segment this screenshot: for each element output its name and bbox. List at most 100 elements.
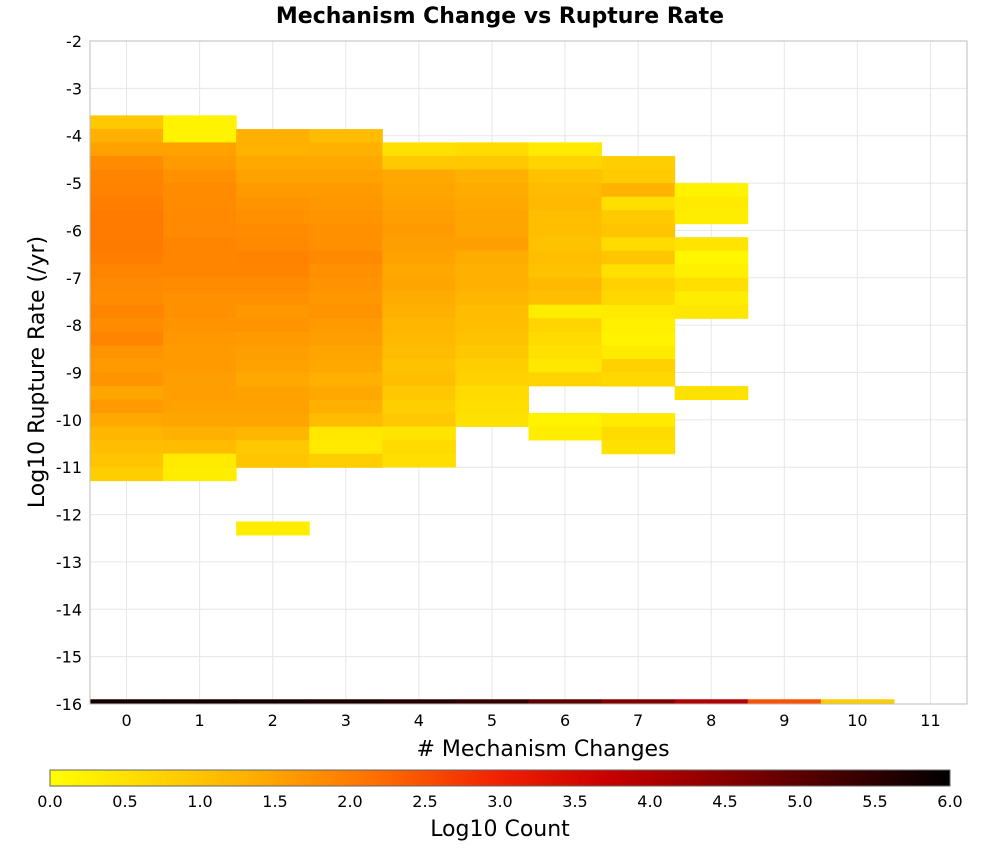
heatmap-cell <box>309 183 383 198</box>
heatmap-cell <box>382 331 456 346</box>
heatmap-cell <box>528 155 603 170</box>
heatmap-cell <box>236 250 310 265</box>
colorbar-tick-label: 6.0 <box>937 792 962 811</box>
heatmap-cell <box>90 128 164 143</box>
heatmap-cell <box>236 142 310 157</box>
heatmap-cell <box>382 412 456 427</box>
heatmap-cell <box>455 169 529 184</box>
colorbar <box>49 769 951 787</box>
heatmap-cell <box>309 196 383 211</box>
heatmap-cell <box>309 453 383 468</box>
y-tick-label: -16 <box>56 695 82 714</box>
heatmap-cell <box>455 155 529 170</box>
heatmap-cell <box>455 223 529 238</box>
y-tick-label: -12 <box>56 506 82 525</box>
heatmap-cell <box>601 277 676 292</box>
heatmap-cell <box>455 345 529 360</box>
colorbar-tick-label: 5.5 <box>862 792 887 811</box>
colorbar-label: Log10 Count <box>430 817 570 842</box>
heatmap-cell <box>236 440 310 455</box>
heatmap-cell <box>528 426 603 441</box>
y-tick-label: -4 <box>66 127 82 146</box>
heatmap-cell <box>382 291 456 306</box>
heatmap-cell <box>236 372 310 387</box>
heatmap-cell <box>163 183 237 198</box>
colorbar-tick-label: 3.0 <box>487 792 512 811</box>
heatmap-cell <box>90 304 164 319</box>
heatmap-cell <box>163 440 237 455</box>
heatmap-cell <box>236 426 310 441</box>
heatmap-cell <box>382 196 456 211</box>
heatmap-cell <box>455 318 529 333</box>
heatmap-cell <box>528 142 603 157</box>
heatmap-cell <box>236 399 310 414</box>
heatmap-cell <box>601 304 676 319</box>
heatmap-cell <box>90 223 164 238</box>
y-tick-label: -14 <box>56 600 82 619</box>
x-tick-label: 0 <box>121 711 131 730</box>
heatmap-cell <box>674 386 749 401</box>
heatmap-cell <box>528 223 603 238</box>
y-tick-label: -9 <box>66 364 82 383</box>
heatmap-cell <box>382 250 456 265</box>
heatmap-cell <box>90 453 164 468</box>
x-tick-label: 3 <box>341 711 351 730</box>
heatmap-cell <box>528 358 603 373</box>
heatmap-cell <box>90 277 164 292</box>
heatmap-cell <box>674 264 749 279</box>
heatmap-cell <box>601 264 676 279</box>
heatmap-cell <box>90 385 164 400</box>
heatmap-cell <box>236 169 310 184</box>
heatmap-cell <box>163 453 237 468</box>
heatmap-cell <box>455 196 529 211</box>
heatmap-cell <box>674 304 749 319</box>
heatmap-cell <box>90 358 164 373</box>
heatmap-cell-bottom <box>90 699 164 704</box>
heatmap-cell <box>236 413 310 428</box>
heatmap-cell <box>528 345 603 360</box>
heatmap-cell <box>455 209 529 225</box>
heatmap-cell <box>90 250 164 265</box>
heatmap-cell <box>382 318 456 333</box>
heatmap-cell <box>236 223 310 238</box>
heatmap-cell <box>382 345 456 360</box>
heatmap-cell <box>236 210 310 225</box>
heatmap-cell-bottom <box>528 699 603 704</box>
heatmap-cell <box>90 291 164 306</box>
heatmap-cell <box>90 440 164 455</box>
heatmap-cell <box>674 196 749 211</box>
y-tick-label: -7 <box>66 269 82 288</box>
heatmap-cell <box>601 250 676 265</box>
heatmap-cell <box>382 169 456 184</box>
heatmap-cell <box>601 223 676 238</box>
heatmap-cell <box>90 237 164 252</box>
heatmap-cell <box>309 413 383 428</box>
heatmap-cell <box>90 142 164 157</box>
heatmap-cell <box>236 277 310 292</box>
y-tick-label: -3 <box>66 79 82 98</box>
y-tick-label: -8 <box>66 316 82 335</box>
heatmap-cell <box>163 264 237 279</box>
colorbar-tick-label: 3.5 <box>562 792 587 811</box>
heatmap-cell <box>90 372 164 387</box>
colorbar-tick-label: 2.0 <box>337 792 362 811</box>
y-tick-label: -15 <box>56 648 82 667</box>
heatmap-cell <box>528 412 603 427</box>
heatmap-cell <box>309 250 383 265</box>
heatmap-cell <box>163 318 237 333</box>
x-tick-label: 10 <box>847 711 867 730</box>
x-tick-label: 7 <box>633 711 643 730</box>
heatmap-cell <box>528 318 603 333</box>
heatmap-cell-bottom <box>601 699 676 704</box>
heatmap-cell-bottom <box>455 699 529 704</box>
heatmap-cell <box>90 331 164 346</box>
y-tick-labels: -2 -3 -4 -5 -6 -7 -8 -9 -10 -11 -12 -13 -14 -15 -16 <box>56 32 82 714</box>
heatmap-cell <box>163 399 237 414</box>
y-tick-label: -6 <box>66 221 82 240</box>
heatmap-cell <box>163 155 237 170</box>
x-tick-labels: 0 1 2 3 4 5 6 7 8 9 10 11 <box>121 711 940 730</box>
heatmap-cell <box>163 413 237 428</box>
heatmap-cell <box>236 264 310 279</box>
heatmap-cell <box>455 142 529 157</box>
heatmap-cell <box>309 277 383 292</box>
